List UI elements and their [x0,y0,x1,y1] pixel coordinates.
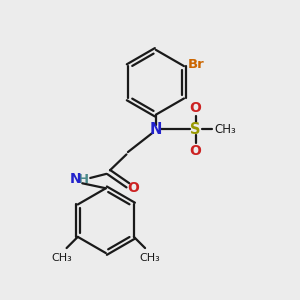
Text: H: H [78,173,89,186]
Text: CH₃: CH₃ [51,253,72,263]
Text: O: O [190,144,202,158]
Text: N: N [150,122,162,137]
Text: Br: Br [188,58,204,71]
Text: CH₃: CH₃ [215,123,236,136]
Text: O: O [190,101,202,115]
Text: CH₃: CH₃ [140,253,160,263]
Text: S: S [190,122,201,137]
Text: N: N [70,172,81,186]
Text: O: O [127,181,139,195]
